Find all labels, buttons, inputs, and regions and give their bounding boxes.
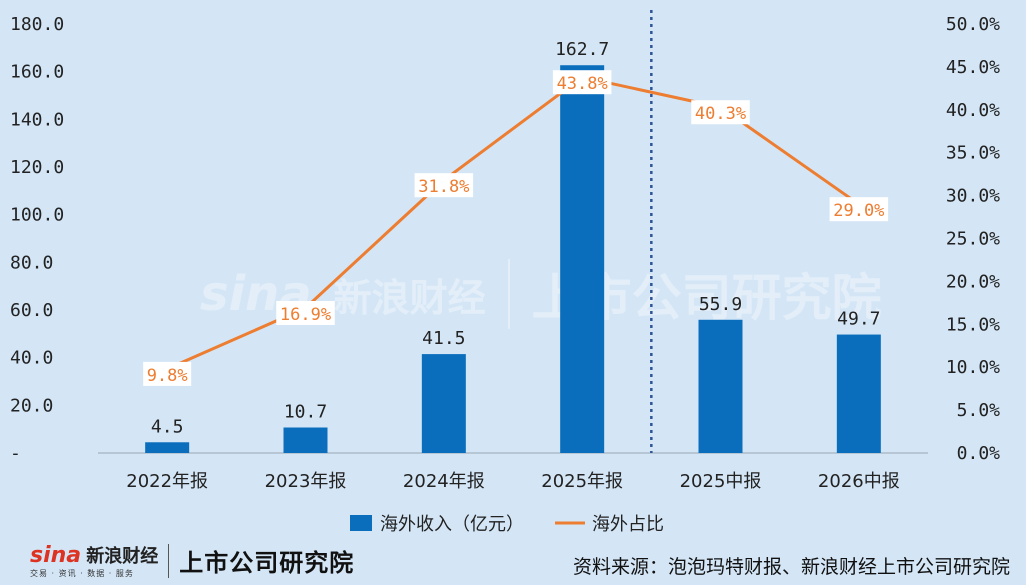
bar	[283, 427, 328, 453]
left-axis-tick-label: 100.0	[10, 205, 64, 226]
legend-bar-swatch	[350, 515, 372, 531]
left-axis-tick-label: 120.0	[10, 157, 64, 178]
legend: 海外收入（亿元） 海外占比	[350, 514, 664, 535]
pct-value-label: 43.8%	[557, 74, 608, 94]
left-axis-tick-label: 80.0	[10, 252, 53, 273]
logo-divider	[168, 543, 170, 578]
right-axis-tick-label: 45.0%	[946, 57, 1000, 78]
pct-value-label: 16.9%	[280, 305, 331, 325]
right-axis-tick-label: 40.0%	[946, 100, 1000, 121]
sina-logo-sub: 交易 · 资讯 · 数据 · 服务	[30, 569, 134, 578]
left-axis-tick-label: 20.0	[10, 395, 53, 416]
bar	[421, 354, 466, 453]
line-series	[166, 75, 860, 371]
pct-label-box	[414, 173, 474, 198]
sina-logo-cn: 新浪财经	[86, 546, 159, 567]
bar	[145, 442, 190, 453]
left-axis-tick-label: 180.0	[10, 14, 64, 35]
right-axis-tick-label: 35.0%	[946, 143, 1000, 164]
right-axis-tick-label: 15.0%	[946, 314, 1000, 335]
legend-bar-label: 海外收入（亿元）	[380, 514, 524, 535]
left-axis-tick-label: 60.0	[10, 300, 53, 321]
pct-value-label: 40.3%	[695, 104, 746, 124]
bar	[698, 319, 743, 453]
footer: sina 新浪财经 交易 · 资讯 · 数据 · 服务 上市公司研究院 资料来源…	[0, 537, 1026, 585]
pct-value-label: 29.0%	[833, 201, 884, 221]
line-path	[166, 75, 860, 371]
pct-label-box	[276, 300, 335, 325]
category-label: 2024年报	[403, 471, 485, 492]
left-axis-tick-label: 140.0	[10, 109, 64, 130]
pct-value-label: 9.8%	[147, 366, 188, 386]
pct-label-box	[143, 361, 192, 386]
right-axis-tick-label: 25.0%	[946, 229, 1000, 250]
bar-value-label: 4.5	[151, 416, 184, 437]
category-label: 2025年报	[541, 471, 623, 492]
category-label: 2022年报	[126, 471, 208, 492]
right-axis-tick-label: 5.0%	[957, 400, 1001, 421]
research-institute-logo: 上市公司研究院	[179, 549, 355, 577]
right-axis-tick-label: 50.0%	[946, 14, 1000, 35]
right-axis-tick-label: 10.0%	[946, 357, 1000, 378]
bar	[560, 65, 605, 454]
category-label: 2025中报	[680, 471, 762, 492]
axes: - 20.0 40.0 60.0 80.0 100.0 120.0 140.0 160.0 180…	[10, 10, 1000, 492]
bar-value-label: 10.7	[284, 401, 327, 422]
footer-logo: sina 新浪财经 交易 · 资讯 · 数据 · 服务 上市公司研究院	[30, 542, 354, 579]
chart: - 20.0 40.0 60.0 80.0 100.0 120.0 140.0 160.0 180…	[10, 10, 1000, 535]
bar	[836, 334, 881, 453]
pct-label-box	[829, 197, 889, 222]
sina-logo: sina 新浪财经 交易 · 资讯 · 数据 · 服务	[30, 542, 158, 579]
legend-line-label: 海外占比	[592, 514, 664, 535]
bar-value-label: 162.7	[555, 39, 609, 60]
pct-label-box	[691, 100, 750, 125]
data-labels: 4.5 10.7 41.5 162.7 55.9 49.7 9.8% 16.9% 31.8% 43…	[143, 39, 889, 437]
source-note: 资料来源：泡泡玛特财报、新浪财经上市公司研究院	[572, 556, 1010, 578]
sina-logo-text: sina	[30, 543, 82, 568]
bar-value-label: 49.7	[837, 309, 880, 330]
bar-value-label: 41.5	[422, 328, 465, 349]
left-axis-tick-label: 160.0	[10, 62, 64, 83]
left-axis-tick-label: 40.0	[10, 348, 53, 369]
right-axis-tick-label: 20.0%	[946, 271, 1000, 292]
pct-value-label: 31.8%	[418, 177, 469, 197]
left-axis-tick-label: -	[10, 443, 21, 464]
bar-value-label: 55.9	[699, 294, 742, 315]
category-label: 2023年报	[265, 471, 347, 492]
pct-label-box	[552, 70, 612, 95]
right-axis-tick-label: 30.0%	[946, 186, 1000, 207]
category-label: 2026中报	[818, 471, 900, 492]
bar-series	[145, 65, 881, 454]
right-axis-tick-label: 0.0%	[957, 443, 1001, 464]
